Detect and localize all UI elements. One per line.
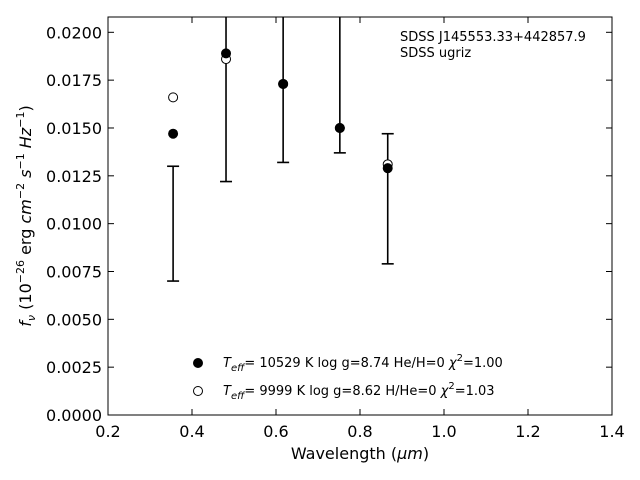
x-axis-title: Wavelength (μm): [291, 444, 429, 463]
y-tick-label: 0.0050: [46, 310, 102, 329]
y-tick-label: 0.0000: [46, 406, 102, 425]
point-filled: [334, 122, 345, 133]
y-axis-title: fν (10−26 erg cm−2 s−1 Hz−1): [14, 105, 38, 326]
y-tick-label: 0.0075: [46, 262, 102, 281]
y-tick-label: 0.0175: [46, 71, 102, 90]
y-tick-label: 0.0025: [46, 358, 102, 377]
plot-frame: [107, 16, 613, 416]
point-filled: [168, 128, 179, 139]
y-tick-label: 0.0100: [46, 215, 102, 234]
annotation-filters: SDSS ugriz: [400, 46, 471, 61]
x-tick-label: 0.2: [95, 422, 120, 441]
ticks-layer: 0.2 0.4 0.6 0.8 1.0 1.2 1.4 0.0000 0.0025 0.0050 0…: [46, 17, 625, 441]
legend-marker-filled: [193, 358, 203, 368]
legend-marker-open: [193, 386, 203, 396]
legend: Teff= 10529 K log g=8.74 He/H=0 χ2=1.00 …: [193, 353, 503, 402]
legend-label-filled: Teff= 10529 K log g=8.74 He/H=0 χ2=1.00: [223, 353, 503, 374]
point-layer: [168, 48, 393, 174]
annotation-object-name: SDSS J145553.33+442857.9: [400, 30, 586, 45]
y-tick-label: 0.0150: [46, 119, 102, 138]
x-tick-label: 0.4: [179, 422, 204, 441]
point-open: [168, 92, 179, 103]
x-tick-label: 0.6: [263, 422, 288, 441]
point-filled: [278, 78, 289, 89]
point-filled: [221, 48, 232, 59]
y-tick-label: 0.0125: [46, 167, 102, 186]
x-tick-label: 0.8: [347, 422, 372, 441]
x-tick-label: 1.4: [599, 422, 624, 441]
point-filled: [382, 163, 393, 174]
errorbar-layer: [167, 17, 394, 282]
x-tick-label: 1.2: [515, 422, 540, 441]
x-tick-label: 1.0: [431, 422, 456, 441]
y-tick-label: 0.0200: [46, 23, 102, 42]
legend-label-open: Teff= 9999 K log g=8.62 H/He=0 χ2=1.03: [223, 381, 495, 402]
